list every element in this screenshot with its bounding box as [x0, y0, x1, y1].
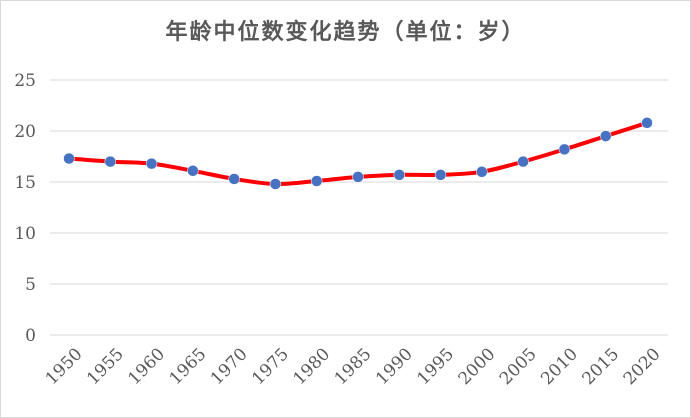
x-tick-label: 1960 [124, 344, 169, 389]
data-point-1990 [393, 169, 406, 181]
data-point-1995 [434, 169, 447, 181]
x-tick-label: 1995 [413, 344, 458, 389]
data-point-2020 [641, 117, 653, 129]
y-tick-label: 15 [14, 173, 36, 193]
data-point-1950 [63, 152, 75, 165]
x-tick-label: 1950 [42, 344, 87, 389]
x-tick-label: 1970 [207, 344, 252, 389]
data-point-1985 [352, 171, 364, 183]
x-tick-label: 1975 [248, 344, 293, 389]
y-tick-label: 0 [25, 326, 36, 346]
y-tick-label: 5 [25, 275, 36, 295]
x-tick-label: 2010 [537, 344, 582, 389]
data-point-2000 [476, 166, 488, 178]
x-tick-label: 1980 [290, 344, 335, 389]
y-tick-label: 10 [14, 224, 36, 244]
x-tick-label: 2005 [496, 344, 541, 389]
chart-title: 年龄中位数变化趋势（单位：岁） [165, 20, 526, 45]
y-tick-label: 25 [14, 71, 36, 91]
data-point-1960 [145, 157, 158, 170]
data-point-1975 [269, 178, 282, 190]
y-tick-label: 20 [14, 122, 36, 142]
x-tick-label: 1965 [166, 344, 211, 389]
data-point-1955 [104, 155, 117, 168]
x-tick-label: 2020 [620, 344, 665, 389]
data-point-1980 [310, 175, 323, 187]
data-point-2005 [517, 155, 529, 168]
x-tick-label: 1990 [372, 344, 417, 389]
data-point-2015 [599, 130, 612, 142]
x-tick-label: 2000 [455, 344, 500, 389]
x-tick-label: 1955 [83, 344, 128, 389]
x-tick-label: 2015 [579, 344, 624, 389]
x-tick-label: 1985 [331, 344, 376, 389]
data-point-1965 [187, 165, 199, 177]
data-point-1970 [228, 173, 240, 185]
data-point-2010 [558, 143, 571, 156]
